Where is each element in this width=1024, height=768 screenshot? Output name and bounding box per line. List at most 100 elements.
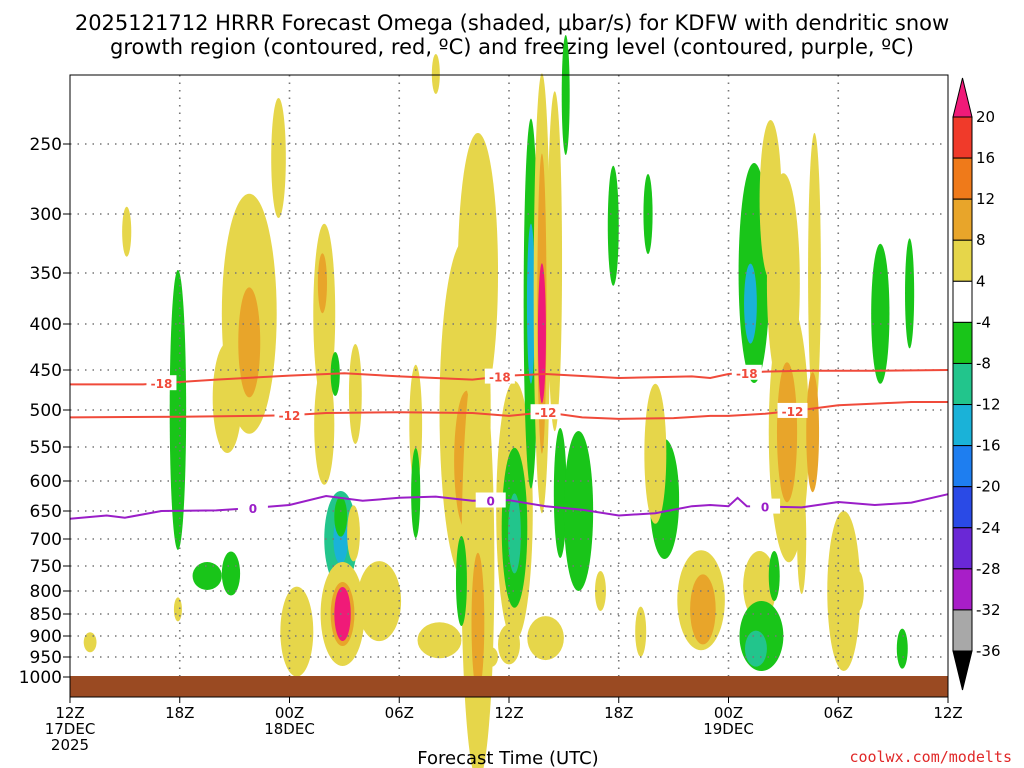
omega-shade-cell bbox=[690, 574, 716, 645]
x-tick-label: 06Z bbox=[824, 704, 853, 722]
x-tick-label: 17DEC bbox=[45, 720, 96, 738]
omega-shade-cell bbox=[871, 243, 890, 384]
x-tick-label: 18Z bbox=[165, 704, 194, 722]
contour-label-bg bbox=[750, 498, 781, 514]
y-tick-label: 550 bbox=[30, 438, 62, 458]
colorbar-segment bbox=[952, 362, 973, 406]
omega-shade-cell bbox=[238, 287, 261, 398]
y-tick-label: 800 bbox=[30, 582, 62, 602]
omega-shade-cell bbox=[498, 624, 520, 665]
x-tick-label: 18Z bbox=[604, 704, 633, 722]
colorbar-label: -28 bbox=[976, 560, 1001, 578]
x-tick-label: 06Z bbox=[385, 704, 414, 722]
omega-shade-cell bbox=[221, 551, 241, 596]
omega-shade-cell bbox=[409, 364, 423, 485]
omega-shade-cell bbox=[169, 270, 187, 550]
omega-shade-cell bbox=[526, 223, 535, 384]
omega-shade-cell bbox=[212, 343, 242, 453]
colorbar-label: -4 bbox=[976, 313, 991, 331]
omega-shade-cell bbox=[122, 206, 132, 257]
x-tick-label: 00Z bbox=[275, 704, 304, 722]
colorbar-segment bbox=[952, 157, 973, 200]
omega-shade-cell bbox=[173, 597, 182, 622]
contour-label-bg bbox=[777, 402, 808, 418]
grid bbox=[70, 75, 948, 697]
colorbar-segment bbox=[952, 568, 973, 611]
chart-title-line2: growth region (contoured, red, ºC) and f… bbox=[110, 35, 914, 59]
y-tick-label: 650 bbox=[30, 502, 62, 522]
omega-shading bbox=[83, 35, 915, 768]
colorbar-label: 8 bbox=[976, 231, 986, 249]
x-tick-label: 19DEC bbox=[703, 720, 754, 738]
omega-shade-cell bbox=[280, 586, 314, 677]
contour-label: -18 bbox=[489, 371, 511, 385]
x-axis-label: Forecast Time (UTC) bbox=[417, 748, 598, 768]
y-tick-label: 250 bbox=[30, 135, 62, 155]
colorbar-segment bbox=[952, 609, 973, 652]
y-tick-label: 400 bbox=[30, 315, 62, 335]
omega-shade-cell bbox=[561, 35, 570, 155]
contour-freezing-level-0 bbox=[69, 493, 949, 520]
omega-shade-cell bbox=[192, 562, 222, 590]
y-tick-label: 850 bbox=[30, 605, 62, 625]
x-tick-label: 12Z bbox=[55, 704, 84, 722]
y-tick-label: 750 bbox=[30, 557, 62, 577]
plot-area: -18 -18 -18 -12 -12 -12 0 0 0 bbox=[69, 35, 949, 768]
y-tick-label: 350 bbox=[30, 264, 62, 284]
omega-shade-cell bbox=[543, 632, 559, 657]
omega-shade-cell bbox=[905, 238, 915, 349]
omega-shade-cell bbox=[364, 607, 387, 638]
contour-label-bg bbox=[530, 404, 561, 420]
omega-shade-cell bbox=[644, 383, 667, 524]
contour-label: -12 bbox=[782, 405, 804, 419]
contours: -18 -18 -18 -12 -12 -12 0 0 0 bbox=[69, 364, 949, 520]
contour-label: 0 bbox=[761, 501, 769, 515]
colorbar-label: -12 bbox=[976, 396, 1001, 414]
x-tick-label: 18DEC bbox=[264, 720, 315, 738]
contour-label: -12 bbox=[535, 406, 557, 420]
y-tick-label: 950 bbox=[30, 648, 62, 668]
omega-shade-cell bbox=[759, 120, 782, 280]
colorbar-segment bbox=[952, 116, 973, 159]
omega-shade-cell bbox=[635, 606, 647, 657]
colorbar-segment bbox=[952, 239, 973, 282]
contour-label: -18 bbox=[736, 367, 758, 381]
x-tick-label: 12Z bbox=[494, 704, 523, 722]
y-tick-label: 300 bbox=[30, 205, 62, 225]
contour-label-bg bbox=[237, 500, 268, 515]
x-tick-label: 12Z bbox=[933, 704, 962, 722]
omega-shade-cell bbox=[455, 536, 467, 626]
colorbar-segment bbox=[952, 404, 973, 447]
y-tick-label: 700 bbox=[30, 530, 62, 550]
colorbar-segment bbox=[952, 527, 973, 570]
omega-shade-cell bbox=[808, 133, 821, 413]
omega-shade-cell bbox=[417, 622, 462, 659]
colorbar-top-arrow bbox=[952, 77, 973, 118]
omega-shade-cell bbox=[314, 364, 335, 485]
omega-shade-cell bbox=[547, 91, 563, 432]
colorbar-label: -16 bbox=[976, 437, 1001, 455]
colorbar-segment bbox=[952, 198, 973, 241]
colorbar-bottom-arrow bbox=[952, 650, 973, 691]
contour-label: -12 bbox=[279, 409, 301, 423]
contour-dgz-minus18 bbox=[70, 369, 949, 386]
colorbar-label: 20 bbox=[976, 108, 995, 126]
chart-title-line1: 2025121712 HRRR Forecast Omega (shaded, … bbox=[75, 11, 949, 35]
omega-shade-cell bbox=[431, 54, 440, 94]
omega-shade-cell bbox=[334, 587, 351, 641]
y-tick-label: 1000 bbox=[19, 668, 62, 688]
omega-shade-cell bbox=[607, 165, 619, 286]
omega-shade-cell bbox=[457, 133, 499, 413]
colorbar-label: -8 bbox=[976, 354, 991, 372]
terrain-ground bbox=[70, 676, 948, 697]
contour-label-bg bbox=[731, 364, 762, 380]
colorbar-segment bbox=[952, 486, 973, 529]
colorbar-label: -20 bbox=[976, 478, 1001, 496]
y-tick-label: 600 bbox=[30, 472, 62, 492]
omega-shade-cell bbox=[83, 632, 97, 653]
omega-shade-cell bbox=[806, 372, 820, 493]
colorbar-label: 12 bbox=[976, 190, 995, 208]
contour-label-bg bbox=[475, 492, 506, 508]
